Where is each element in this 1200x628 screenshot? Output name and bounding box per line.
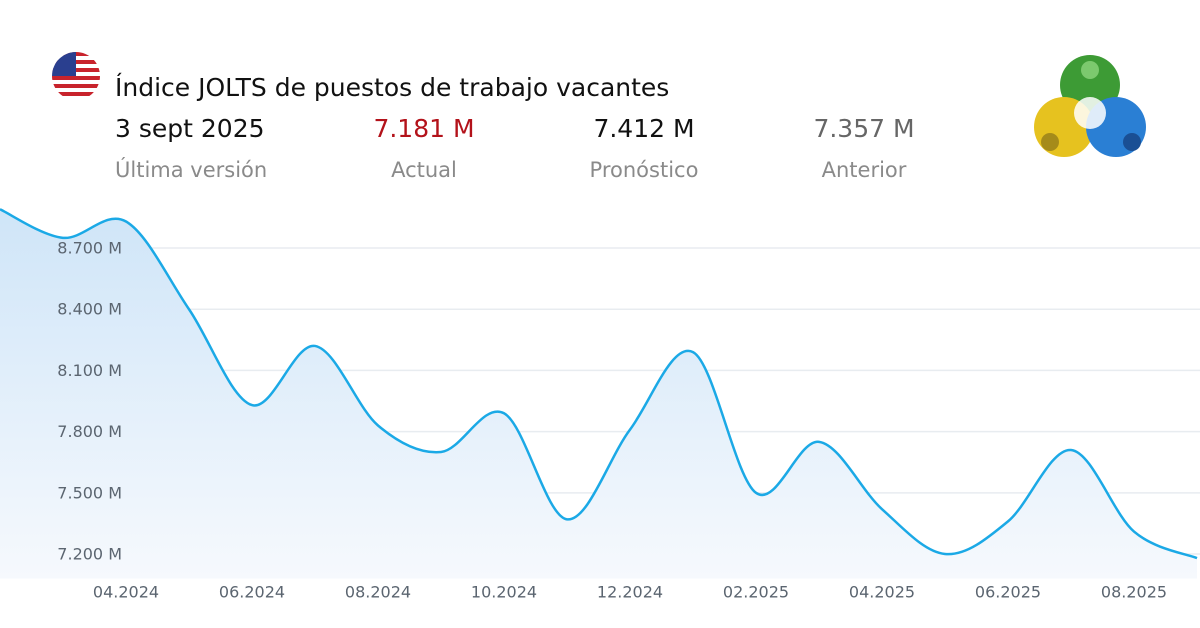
x-tick-label: 12.2024 [597, 583, 663, 602]
y-tick-label: 7.500 M [57, 483, 122, 502]
title: Índice JOLTS de puestos de trabajo vacan… [115, 73, 669, 102]
x-tick-label: 08.2024 [345, 583, 411, 602]
y-tick-label: 8.400 M [57, 300, 122, 319]
logo [1034, 55, 1146, 157]
y-tick-label: 8.100 M [57, 361, 122, 380]
area-fill [0, 209, 1197, 579]
release-date: 3 sept 2025 [115, 114, 265, 143]
actual-label: Actual [391, 158, 457, 182]
y-tick-label: 8.700 M [57, 239, 122, 258]
y-tick-label: 7.200 M [57, 545, 122, 564]
x-tick-label: 06.2025 [975, 583, 1041, 602]
previous-label: Anterior [822, 158, 907, 182]
flag-icon [52, 52, 100, 100]
plot-area: 7.200 M 7.500 M 7.800 M 8.100 M 8.400 M 8.700… [0, 208, 1200, 602]
x-tick-label: 04.2024 [93, 583, 159, 602]
line [0, 208, 1198, 560]
x-tick-label: 04.2025 [849, 583, 915, 602]
x-tick-label: 08.2025 [1101, 583, 1167, 602]
y-tick-label: 7.800 M [57, 422, 122, 441]
previous-value: 7.357 M [813, 114, 914, 143]
actual-value: 7.181 M [373, 114, 474, 143]
forecast-value: 7.412 M [593, 114, 694, 143]
x-tick-label: 10.2024 [471, 583, 537, 602]
x-tick-label: 02.2025 [723, 583, 789, 602]
x-tick-label: 06.2024 [219, 583, 285, 602]
forecast-label: Pronóstico [590, 158, 699, 182]
release-label: Última versión [115, 157, 267, 182]
